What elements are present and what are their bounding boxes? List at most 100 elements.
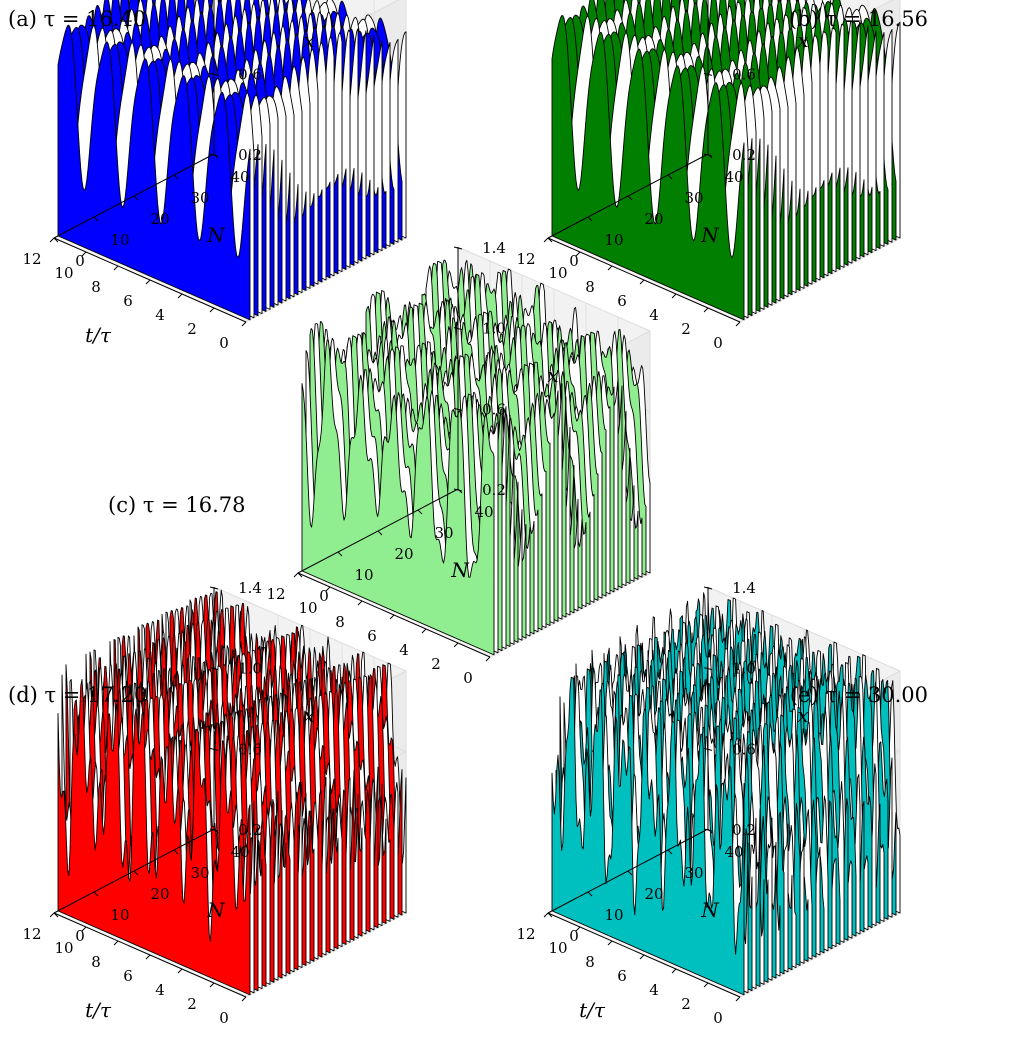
- z-tick-label: 0.6: [732, 65, 756, 83]
- y-tick: [53, 912, 59, 918]
- x-tick: [575, 926, 581, 932]
- z-tick: [209, 586, 219, 590]
- x-tick: [543, 912, 549, 918]
- series-group: [551, 592, 901, 996]
- x-tick-label: 12: [266, 585, 285, 603]
- y-tick-label: 0: [75, 927, 85, 945]
- z-tick-label: 0.6: [238, 740, 262, 758]
- x-tick: [639, 954, 645, 960]
- y-tick-label: 10: [110, 231, 129, 249]
- y-tick-label: 30: [684, 189, 703, 207]
- x-tick: [607, 265, 613, 271]
- x-tick: [703, 307, 709, 313]
- y-tick: [173, 849, 179, 855]
- x-tick: [241, 321, 247, 327]
- x-tick-label: 6: [123, 292, 133, 310]
- z-tick-label: 0.2: [732, 821, 756, 839]
- z-tick: [209, 828, 219, 832]
- x-tick-label: 10: [54, 939, 73, 957]
- z-tick-label: 0.2: [482, 481, 506, 499]
- y-tick-label: 30: [190, 864, 209, 882]
- y-tick-label: 30: [190, 189, 209, 207]
- x-tick-label: 10: [298, 599, 317, 617]
- x-tick-label: 12: [22, 925, 41, 943]
- x-tick-label: 0: [219, 334, 229, 352]
- x-tick: [421, 628, 427, 634]
- z-axis-label: x: [797, 703, 808, 727]
- series-line: [551, 676, 745, 996]
- y-tick: [133, 870, 139, 876]
- x-tick-label: 6: [617, 292, 627, 310]
- y-tick-label: 20: [394, 545, 413, 563]
- y-tick-label: 40: [474, 503, 493, 521]
- y-axis-label: N: [206, 898, 226, 922]
- x-tick: [177, 293, 183, 299]
- x-tick: [671, 968, 677, 974]
- z-tick: [703, 747, 713, 751]
- series-group: [301, 259, 651, 656]
- y-tick-label: 40: [724, 168, 743, 186]
- x-tick-label: 4: [649, 306, 659, 324]
- y-tick: [667, 174, 673, 180]
- y-tick: [93, 891, 99, 897]
- z-tick-label: 0.2: [238, 821, 262, 839]
- x-tick: [389, 614, 395, 620]
- x-tick-label: 6: [367, 627, 377, 645]
- x-tick: [357, 600, 363, 606]
- z-tick: [209, 72, 219, 76]
- y-tick: [587, 216, 593, 222]
- z-tick: [453, 327, 463, 331]
- x-tick-label: 8: [91, 953, 101, 971]
- z-tick-label: 1.0: [238, 660, 262, 678]
- z-tick-label: 0.2: [732, 146, 756, 164]
- y-tick: [417, 509, 423, 515]
- z-tick-label: 1.0: [482, 320, 506, 338]
- z-tick-label: 1.0: [732, 0, 756, 3]
- z-axis-label: x: [797, 28, 808, 52]
- y-tick-label: 40: [230, 843, 249, 861]
- z-tick: [703, 586, 713, 590]
- panel-title: (d) τ = 17.20: [8, 683, 147, 707]
- z-tick: [703, 153, 713, 157]
- x-tick: [113, 940, 119, 946]
- x-tick: [49, 237, 55, 243]
- x-tick-label: 2: [187, 995, 197, 1013]
- panel-title: (c) τ = 16.78: [108, 493, 246, 517]
- x-tick-label: 12: [516, 250, 535, 268]
- x-tick: [543, 237, 549, 243]
- x-tick: [177, 968, 183, 974]
- z-axis-label: x: [547, 363, 558, 387]
- x-tick-label: 2: [681, 995, 691, 1013]
- y-tick-label: 30: [684, 864, 703, 882]
- y-tick-label: 40: [724, 843, 743, 861]
- z-tick: [453, 407, 463, 411]
- x-tick-label: 10: [548, 939, 567, 957]
- y-tick: [53, 237, 59, 243]
- y-tick: [173, 174, 179, 180]
- x-tick: [209, 307, 215, 313]
- x-tick-label: 12: [516, 925, 535, 943]
- z-tick-label: 0.2: [238, 146, 262, 164]
- y-tick: [133, 195, 139, 201]
- y-tick: [297, 572, 303, 578]
- y-tick-label: 20: [644, 210, 663, 228]
- y-tick: [627, 195, 633, 201]
- z-tick: [703, 828, 713, 832]
- x-tick-label: 10: [54, 264, 73, 282]
- x-tick-label: 0: [463, 669, 473, 687]
- panel-title: (a) τ = 16.40: [8, 7, 146, 31]
- z-tick: [453, 488, 463, 492]
- x-tick-label: 0: [713, 334, 723, 352]
- panel-title: (e) τ = 30.00: [790, 683, 928, 707]
- panel-title: (b) τ = 16.56: [789, 7, 928, 31]
- x-tick-label: 8: [91, 278, 101, 296]
- x-tick: [81, 926, 87, 932]
- x-tick-label: 6: [123, 967, 133, 985]
- x-tick: [145, 954, 151, 960]
- y-tick: [93, 216, 99, 222]
